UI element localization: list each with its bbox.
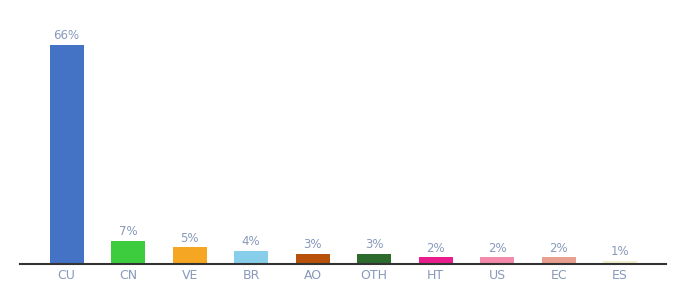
Bar [296, 254, 330, 264]
Bar [480, 257, 514, 264]
Text: 5%: 5% [180, 232, 199, 245]
Bar [234, 251, 268, 264]
Text: 1%: 1% [611, 245, 630, 258]
Text: 2%: 2% [549, 242, 568, 255]
Bar [603, 261, 637, 264]
Text: 7%: 7% [119, 225, 137, 238]
Text: 3%: 3% [303, 238, 322, 251]
Bar [173, 248, 207, 264]
Text: 2%: 2% [488, 242, 507, 255]
Bar [357, 254, 391, 264]
Bar [112, 241, 145, 264]
Text: 4%: 4% [242, 235, 260, 248]
Text: 66%: 66% [54, 29, 80, 42]
Bar [419, 257, 453, 264]
Bar [542, 257, 575, 264]
Text: 3%: 3% [365, 238, 384, 251]
Text: 2%: 2% [426, 242, 445, 255]
Bar [50, 45, 84, 264]
